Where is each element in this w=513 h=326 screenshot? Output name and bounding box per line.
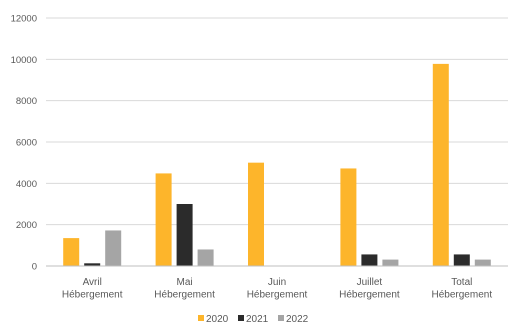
x-category-label: Mai bbox=[177, 277, 193, 288]
x-axis: Avril Hébergement Mai Hébergement Juin Héberg… bbox=[46, 265, 508, 301]
bar-2021-0 bbox=[84, 263, 101, 266]
y-tick-label: 8000 bbox=[16, 96, 37, 107]
bar-2021-4 bbox=[453, 254, 470, 266]
x-category-label: Hébergement bbox=[62, 290, 123, 301]
bars bbox=[63, 63, 491, 266]
y-tick-label: 4000 bbox=[16, 179, 37, 190]
legend-swatch-2022 bbox=[278, 315, 284, 321]
bar-2021-1 bbox=[176, 204, 193, 266]
y-tick-label: 10000 bbox=[11, 55, 37, 66]
legend-label-2021: 2021 bbox=[246, 314, 269, 325]
bar-2020-1 bbox=[155, 173, 172, 266]
y-tick-label: 12000 bbox=[11, 14, 37, 25]
bar-2021-3 bbox=[361, 254, 378, 266]
x-category-label: Juillet bbox=[357, 277, 383, 288]
bar-2020-2 bbox=[248, 162, 264, 266]
bar-2020-3 bbox=[340, 168, 357, 266]
x-category-label: Hébergement bbox=[432, 290, 493, 301]
legend-swatch-2020 bbox=[198, 315, 204, 321]
y-tick-label: 0 bbox=[32, 262, 37, 273]
x-category-label: Total bbox=[451, 277, 472, 288]
x-category-label: Juin bbox=[268, 277, 286, 288]
y-tick-label: 6000 bbox=[16, 138, 37, 149]
legend-swatch-2021 bbox=[238, 315, 244, 321]
bar-2020-0 bbox=[63, 238, 80, 266]
legend-label-2022: 2022 bbox=[286, 314, 309, 325]
y-axis: 0 2000 4000 6000 8000 10000 12000 bbox=[11, 14, 37, 273]
bar-2022-3 bbox=[382, 259, 399, 266]
y-tick-label: 2000 bbox=[16, 220, 37, 231]
bar-2022-1 bbox=[197, 249, 214, 266]
gridlines bbox=[46, 17, 508, 226]
x-category-label: Hébergement bbox=[154, 290, 215, 301]
legend-label-2020: 2020 bbox=[206, 314, 229, 325]
bar-2022-4 bbox=[474, 259, 491, 266]
bar-2020-4 bbox=[432, 63, 449, 266]
legend: 2020 2021 2022 bbox=[198, 314, 309, 325]
x-category-label: Avril bbox=[83, 277, 102, 288]
bar-2022-0 bbox=[105, 230, 122, 266]
x-category-label: Hébergement bbox=[247, 290, 308, 301]
x-category-label: Hébergement bbox=[339, 290, 400, 301]
